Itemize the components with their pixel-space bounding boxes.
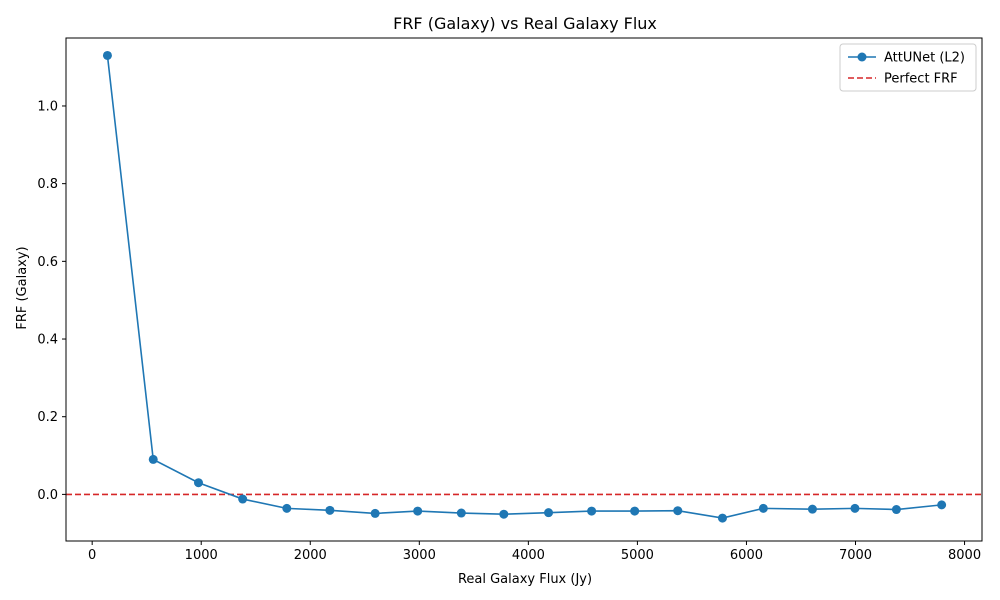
data-point bbox=[717, 513, 727, 523]
x-tick-label: 7000 bbox=[839, 548, 872, 563]
data-point bbox=[370, 508, 380, 518]
data-point bbox=[673, 506, 683, 516]
data-point bbox=[807, 504, 817, 514]
data-point bbox=[891, 505, 901, 515]
data-point bbox=[758, 503, 768, 513]
legend-label-attunet: AttUNet (L2) bbox=[884, 51, 965, 66]
x-tick-label: 4000 bbox=[512, 548, 545, 563]
data-point bbox=[544, 508, 554, 518]
x-axis-label: Real Galaxy Flux (Jy) bbox=[458, 572, 592, 587]
x-tick-label: 8000 bbox=[948, 548, 981, 563]
data-point bbox=[282, 503, 292, 513]
y-tick-label: 0.0 bbox=[37, 488, 58, 503]
y-tick-label: 0.2 bbox=[37, 410, 58, 425]
x-tick-label: 5000 bbox=[621, 548, 654, 563]
data-point bbox=[499, 509, 509, 519]
data-point bbox=[456, 508, 466, 518]
legend-box bbox=[839, 43, 977, 92]
data-point bbox=[238, 494, 248, 504]
data-point bbox=[630, 506, 640, 516]
y-tick-label: 1.0 bbox=[37, 99, 58, 114]
chart-title: FRF (Galaxy) vs Real Galaxy Flux bbox=[393, 14, 657, 33]
y-tick-label: 0.4 bbox=[37, 333, 58, 348]
data-point bbox=[148, 454, 158, 464]
y-axis-label: FRF (Galaxy) bbox=[15, 246, 30, 329]
legend: AttUNet (L2) Perfect FRF bbox=[839, 43, 977, 92]
x-tick-label: 0 bbox=[88, 548, 96, 563]
data-point bbox=[587, 506, 597, 516]
plot-frame bbox=[65, 37, 983, 542]
y-tick-label: 0.8 bbox=[37, 177, 58, 192]
data-point bbox=[102, 50, 112, 60]
y-tick-label: 0.6 bbox=[37, 255, 58, 270]
y-axis-ticks: 0.0 0.2 0.4 0.6 0.8 1.0 bbox=[37, 99, 66, 503]
x-tick-label: 3000 bbox=[403, 548, 436, 563]
data-point bbox=[325, 505, 335, 515]
x-tick-label: 6000 bbox=[730, 548, 763, 563]
x-tick-label: 2000 bbox=[294, 548, 327, 563]
plot-content bbox=[66, 50, 982, 523]
data-point bbox=[850, 503, 860, 513]
data-point bbox=[413, 506, 423, 516]
data-point bbox=[193, 478, 203, 488]
series-attunet-line bbox=[106, 55, 942, 519]
legend-marker-attunet bbox=[857, 52, 867, 62]
data-point bbox=[937, 500, 947, 510]
x-axis-ticks: 0 1000 2000 3000 4000 5000 6000 7000 8000 bbox=[88, 541, 981, 563]
x-tick-label: 1000 bbox=[185, 548, 218, 563]
legend-label-perfect-frf: Perfect FRF bbox=[884, 72, 958, 87]
